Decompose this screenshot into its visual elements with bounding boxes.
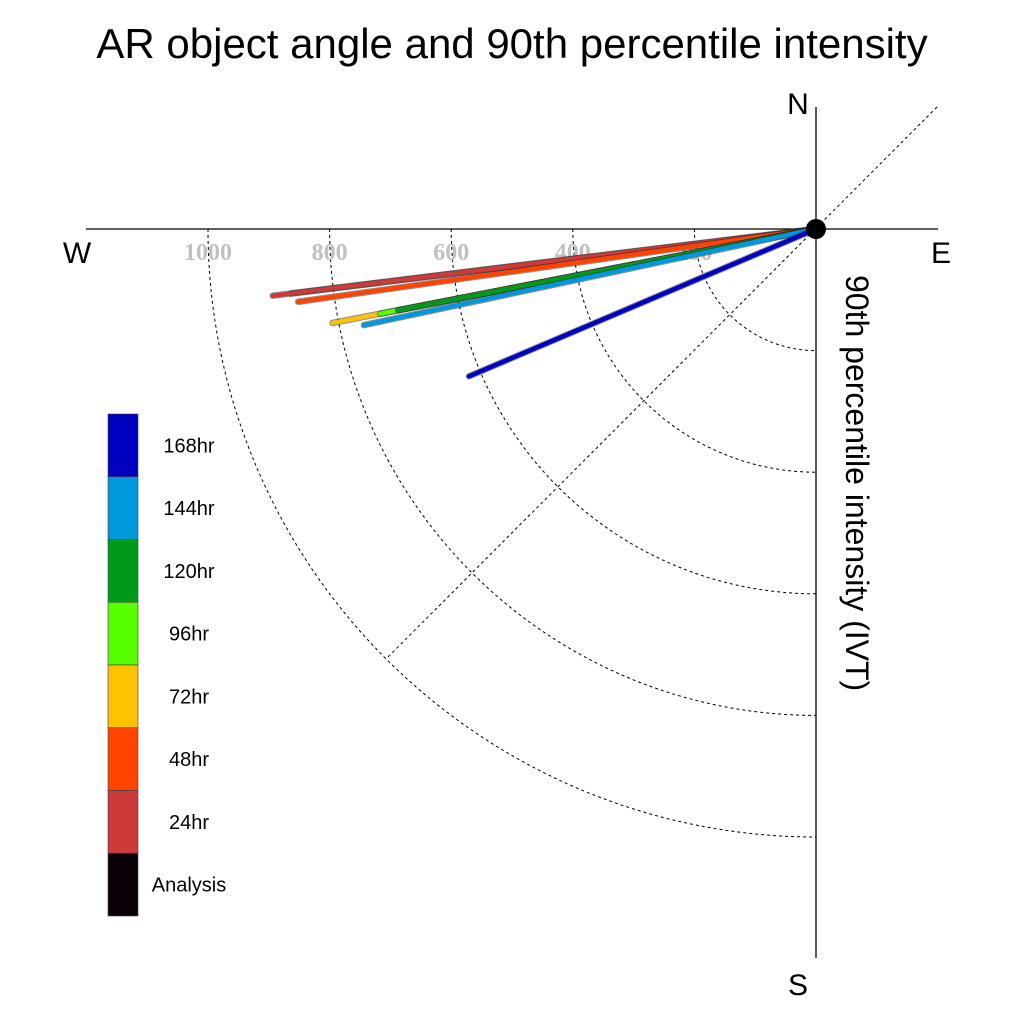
compass-north-label: N xyxy=(787,88,809,121)
compass-east-label: E xyxy=(931,237,951,270)
legend-swatch-120hr xyxy=(107,539,139,603)
origin-marker xyxy=(806,219,826,239)
vector-144hr xyxy=(361,226,819,328)
legend-label-96hr: 96hr xyxy=(169,624,209,646)
legend-swatch-24hr xyxy=(107,790,139,854)
legend-swatch-144hr xyxy=(107,476,139,540)
vector-series xyxy=(269,225,820,380)
vector-168hr xyxy=(466,226,819,379)
legend-label-72hr: 72hr xyxy=(169,686,209,708)
legend-swatch-72hr xyxy=(107,664,139,729)
compass-west-label: W xyxy=(63,237,92,270)
legend-label-120hr: 120hr xyxy=(163,561,214,583)
compass-south-label: S xyxy=(788,969,808,1002)
legend-swatch-analysis xyxy=(107,852,139,917)
ring-800 xyxy=(329,228,817,716)
vector-48hr xyxy=(295,226,819,305)
ring-400 xyxy=(572,228,817,473)
ring-label-600: 600 xyxy=(433,240,469,266)
legend-swatch-96hr xyxy=(107,601,139,666)
legend-swatch-48hr xyxy=(107,727,139,791)
ring-600 xyxy=(450,228,817,595)
ring-1000 xyxy=(207,228,817,838)
chart-title: AR object angle and 90th percentile inte… xyxy=(96,20,927,67)
legend-label-analysis: Analysis xyxy=(152,875,226,897)
legend-label-24hr: 24hr xyxy=(169,812,209,834)
legend-label-144hr: 144hr xyxy=(163,498,214,520)
ring-label-1000: 1000 xyxy=(184,240,232,266)
legend-swatch-168hr xyxy=(107,413,139,478)
color-legend: 168hr 144hr 120hr 96hr 72hr 48hr 24hr Analysis xyxy=(107,413,226,917)
radial-axis-label: 90th percentile intensity (IVT) xyxy=(839,275,875,691)
legend-label-168hr: 168hr xyxy=(163,435,214,457)
ring-label-800: 800 xyxy=(312,240,348,266)
legend-label-48hr: 48hr xyxy=(169,749,209,771)
